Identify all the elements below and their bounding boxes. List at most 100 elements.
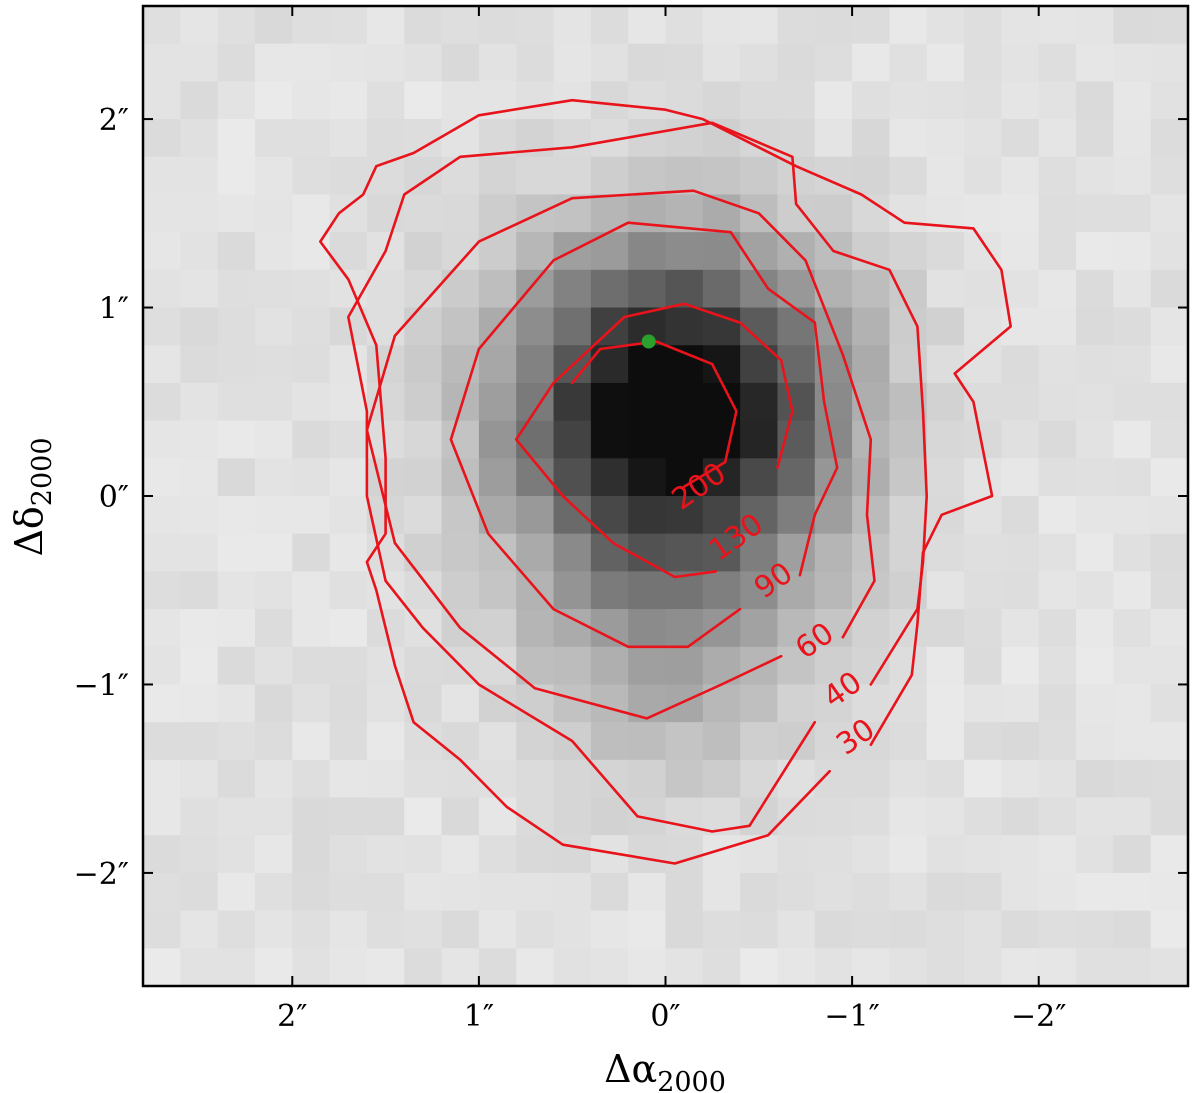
- y-tick-label: 2″: [99, 103, 129, 138]
- image-pixel: [217, 307, 256, 346]
- image-pixel: [143, 382, 181, 422]
- image-pixel: [777, 684, 816, 723]
- image-pixel: [740, 571, 779, 610]
- image-pixel: [1113, 571, 1152, 610]
- image-pixel: [1001, 43, 1040, 82]
- y-axis-label-sub: 2000: [27, 437, 58, 506]
- image-pixel: [441, 948, 480, 986]
- image-pixel: [740, 232, 779, 271]
- image-pixel: [740, 948, 779, 986]
- image-pixel: [1038, 156, 1077, 196]
- image-pixel: [1150, 646, 1188, 686]
- image-pixel: [1038, 345, 1077, 384]
- image-pixel: [254, 81, 293, 120]
- contour-40: [346, 121, 929, 833]
- image-pixel: [366, 382, 405, 422]
- y-tick-label: 0″: [99, 480, 129, 515]
- image-pixel: [217, 156, 256, 196]
- image-pixel: [702, 156, 741, 196]
- image-pixel: [1150, 835, 1188, 874]
- image-pixel: [628, 6, 667, 45]
- image-pixel: [478, 43, 517, 82]
- image-pixel: [814, 269, 853, 309]
- image-pixel: [404, 835, 443, 874]
- image-pixel: [740, 496, 779, 535]
- image-pixel: [964, 232, 1002, 271]
- image-pixel: [926, 496, 965, 535]
- image-pixel: [441, 722, 480, 761]
- image-pixel: [143, 646, 181, 686]
- image-pixel: [143, 684, 181, 723]
- image-pixel: [516, 194, 555, 233]
- image-pixel: [254, 458, 293, 497]
- image-pixel: [292, 81, 331, 120]
- image-pixel: [404, 533, 443, 572]
- image-pixel: [478, 269, 517, 309]
- image-pixel: [814, 797, 853, 836]
- image-pixel: [217, 269, 256, 309]
- image-pixel: [254, 722, 293, 761]
- image-pixel: [292, 307, 331, 346]
- image-pixel: [254, 609, 293, 648]
- image-pixel: [292, 420, 331, 459]
- image-pixel: [702, 759, 741, 799]
- image-pixel: [590, 156, 629, 196]
- image-pixel: [740, 81, 779, 120]
- image-pixel: [180, 6, 219, 45]
- image-pixel: [740, 533, 779, 572]
- image-pixel: [180, 872, 219, 912]
- image-pixel: [1076, 232, 1114, 271]
- x-tick-label: 0″: [650, 999, 680, 1034]
- image-pixel: [441, 194, 480, 233]
- image-pixel: [628, 646, 667, 686]
- image-pixel: [1038, 307, 1077, 346]
- image-pixel: [1038, 119, 1077, 158]
- image-pixel: [1001, 6, 1040, 45]
- image-pixel: [964, 872, 1002, 912]
- x-tick-label: 2″: [277, 999, 307, 1034]
- image-pixel: [329, 910, 368, 949]
- image-pixel: [852, 910, 891, 949]
- image-pixel: [553, 6, 592, 45]
- image-pixel: [217, 759, 256, 799]
- marker: [641, 334, 656, 349]
- image-pixel: [143, 722, 181, 761]
- image-pixel: [478, 156, 517, 196]
- image-pixel: [292, 722, 331, 761]
- image-pixel: [553, 269, 592, 309]
- image-pixel: [1038, 646, 1077, 686]
- image-pixel: [777, 458, 816, 497]
- image-pixel: [889, 6, 928, 45]
- image-pixel: [740, 458, 779, 497]
- image-pixel: [180, 722, 219, 761]
- image-pixel: [143, 458, 181, 497]
- image-pixel: [702, 307, 741, 346]
- image-pixel: [329, 6, 368, 45]
- image-pixel: [964, 119, 1002, 158]
- image-pixel: [254, 420, 293, 459]
- image-pixel: [628, 835, 667, 874]
- image-pixel: [889, 81, 928, 120]
- image-pixel: [926, 382, 965, 422]
- image-pixel: [1038, 269, 1077, 309]
- image-pixel: [590, 345, 629, 384]
- image-pixel: [1001, 872, 1040, 912]
- image-pixel: [1150, 81, 1188, 120]
- image-pixel: [702, 345, 741, 384]
- contour-30: [318, 98, 1013, 865]
- image-pixel: [628, 948, 667, 986]
- image-pixel: [180, 345, 219, 384]
- image-pixel: [329, 43, 368, 82]
- image-pixel: [590, 910, 629, 949]
- image-pixel: [478, 646, 517, 686]
- image-pixel: [553, 382, 592, 422]
- image-pixel: [777, 797, 816, 836]
- image-pixel: [889, 43, 928, 82]
- image-pixel: [478, 345, 517, 384]
- image-pixel: [814, 6, 853, 45]
- image-pixel: [254, 307, 293, 346]
- image-pixel: [1113, 420, 1152, 459]
- image-pixel: [404, 571, 443, 610]
- image-pixel: [553, 420, 592, 459]
- image-pixel: [1038, 872, 1077, 912]
